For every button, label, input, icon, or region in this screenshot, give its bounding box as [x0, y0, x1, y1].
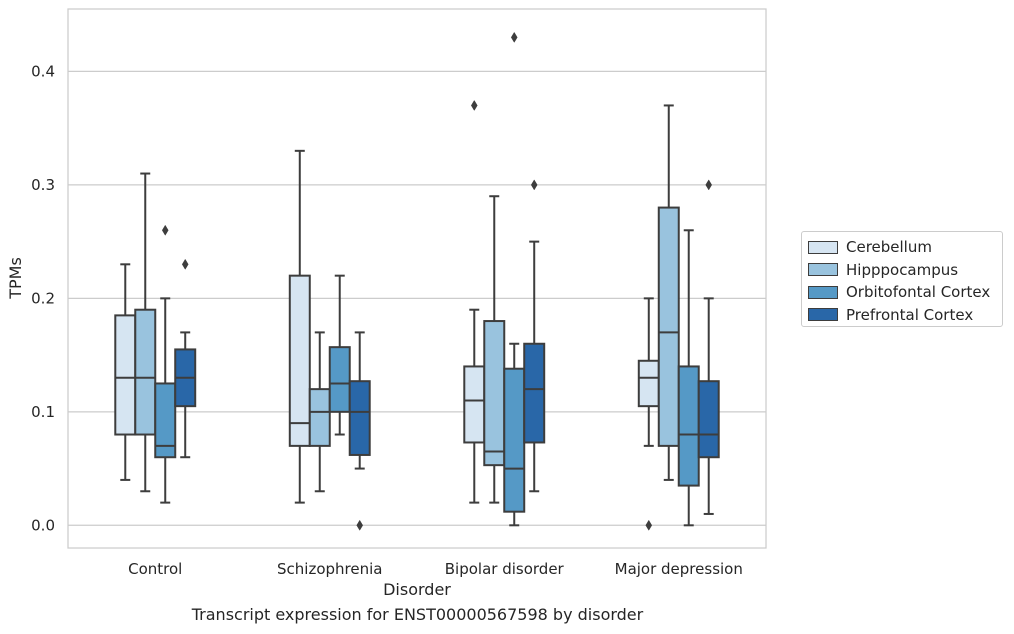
y-tick-label: 0.1 [31, 403, 55, 421]
y-tick-label: 0.0 [31, 516, 55, 534]
legend-label-hippocampus: Hipppocampus [846, 260, 959, 279]
box-iqr [308, 388, 331, 447]
legend-swatch-prefrontal-cortex [808, 308, 838, 322]
box-group [677, 229, 700, 527]
box-group [154, 224, 177, 504]
box-iqr [697, 380, 720, 459]
y-tick-label: 0.2 [31, 289, 55, 307]
legend: Cerebellum Hipppocampus Orbitofontal Cor… [801, 231, 1003, 327]
box-iqr [463, 365, 486, 444]
box-iqr [637, 359, 660, 408]
box-iqr [134, 308, 157, 436]
box-group [134, 172, 157, 493]
x-tick-labels: Control Schizophrenia Bipolar disorder Majo… [128, 560, 743, 578]
y-tick-labels: 0.0 0.1 0.2 0.3 0.4 [31, 62, 55, 534]
box-group [348, 331, 371, 531]
legend-swatch-orbitofrontal-cortex [808, 285, 838, 299]
outlier-point [356, 519, 364, 531]
legend-label-cerebellum: Cerebellum [846, 238, 932, 257]
box-iqr [657, 206, 680, 447]
box-iqr [114, 314, 137, 436]
x-axis-title: Disorder [383, 580, 451, 599]
legend-item-orbitofrontal-cortex: Orbitofontal Cortex [808, 281, 1002, 304]
outlier-point [181, 258, 189, 270]
box-iqr [328, 346, 351, 413]
legend-label-orbitofrontal-cortex: Orbitofontal Cortex [846, 283, 991, 302]
box-group [288, 149, 311, 504]
legend-item-cerebellum: Cerebellum [808, 236, 1002, 259]
legend-label-prefrontal-cortex: Prefrontal Cortex [846, 305, 974, 324]
outlier-point [510, 31, 518, 43]
box-group [523, 179, 546, 493]
chart-caption: Transcript expression for ENST0000056759… [191, 605, 644, 624]
box-iqr [154, 382, 177, 459]
box-iqr [288, 274, 311, 447]
legend-swatch-hippocampus [808, 263, 838, 277]
x-tick-label: Major depression [615, 560, 743, 578]
outlier-point [705, 179, 713, 191]
box-group [637, 297, 660, 531]
box-group [174, 258, 197, 459]
box-group [308, 331, 331, 493]
legend-item-prefrontal-cortex: Prefrontal Cortex [808, 304, 1002, 327]
outlier-point [645, 519, 653, 531]
outlier-point [470, 99, 478, 111]
box-groups [114, 31, 720, 531]
box-iqr [677, 365, 700, 487]
x-tick-label: Schizophrenia [277, 560, 382, 578]
outlier-point [530, 179, 538, 191]
y-tick-label: 0.4 [31, 62, 55, 80]
legend-swatch-cerebellum [808, 240, 838, 254]
box-group [697, 179, 720, 515]
box-iqr [483, 320, 506, 467]
y-tick-label: 0.3 [31, 176, 55, 194]
box-iqr [503, 367, 526, 513]
box-group [114, 263, 137, 481]
y-axis-title: TPMs [6, 257, 25, 300]
outlier-point [161, 224, 169, 236]
box-group [328, 274, 351, 436]
x-tick-label: Bipolar disorder [445, 560, 565, 578]
legend-item-hippocampus: Hipppocampus [808, 259, 1002, 282]
x-tick-label: Control [128, 560, 182, 578]
box-iqr [348, 380, 371, 456]
plot-frame [67, 8, 767, 549]
box-iqr [523, 342, 546, 444]
box-group [657, 104, 680, 481]
